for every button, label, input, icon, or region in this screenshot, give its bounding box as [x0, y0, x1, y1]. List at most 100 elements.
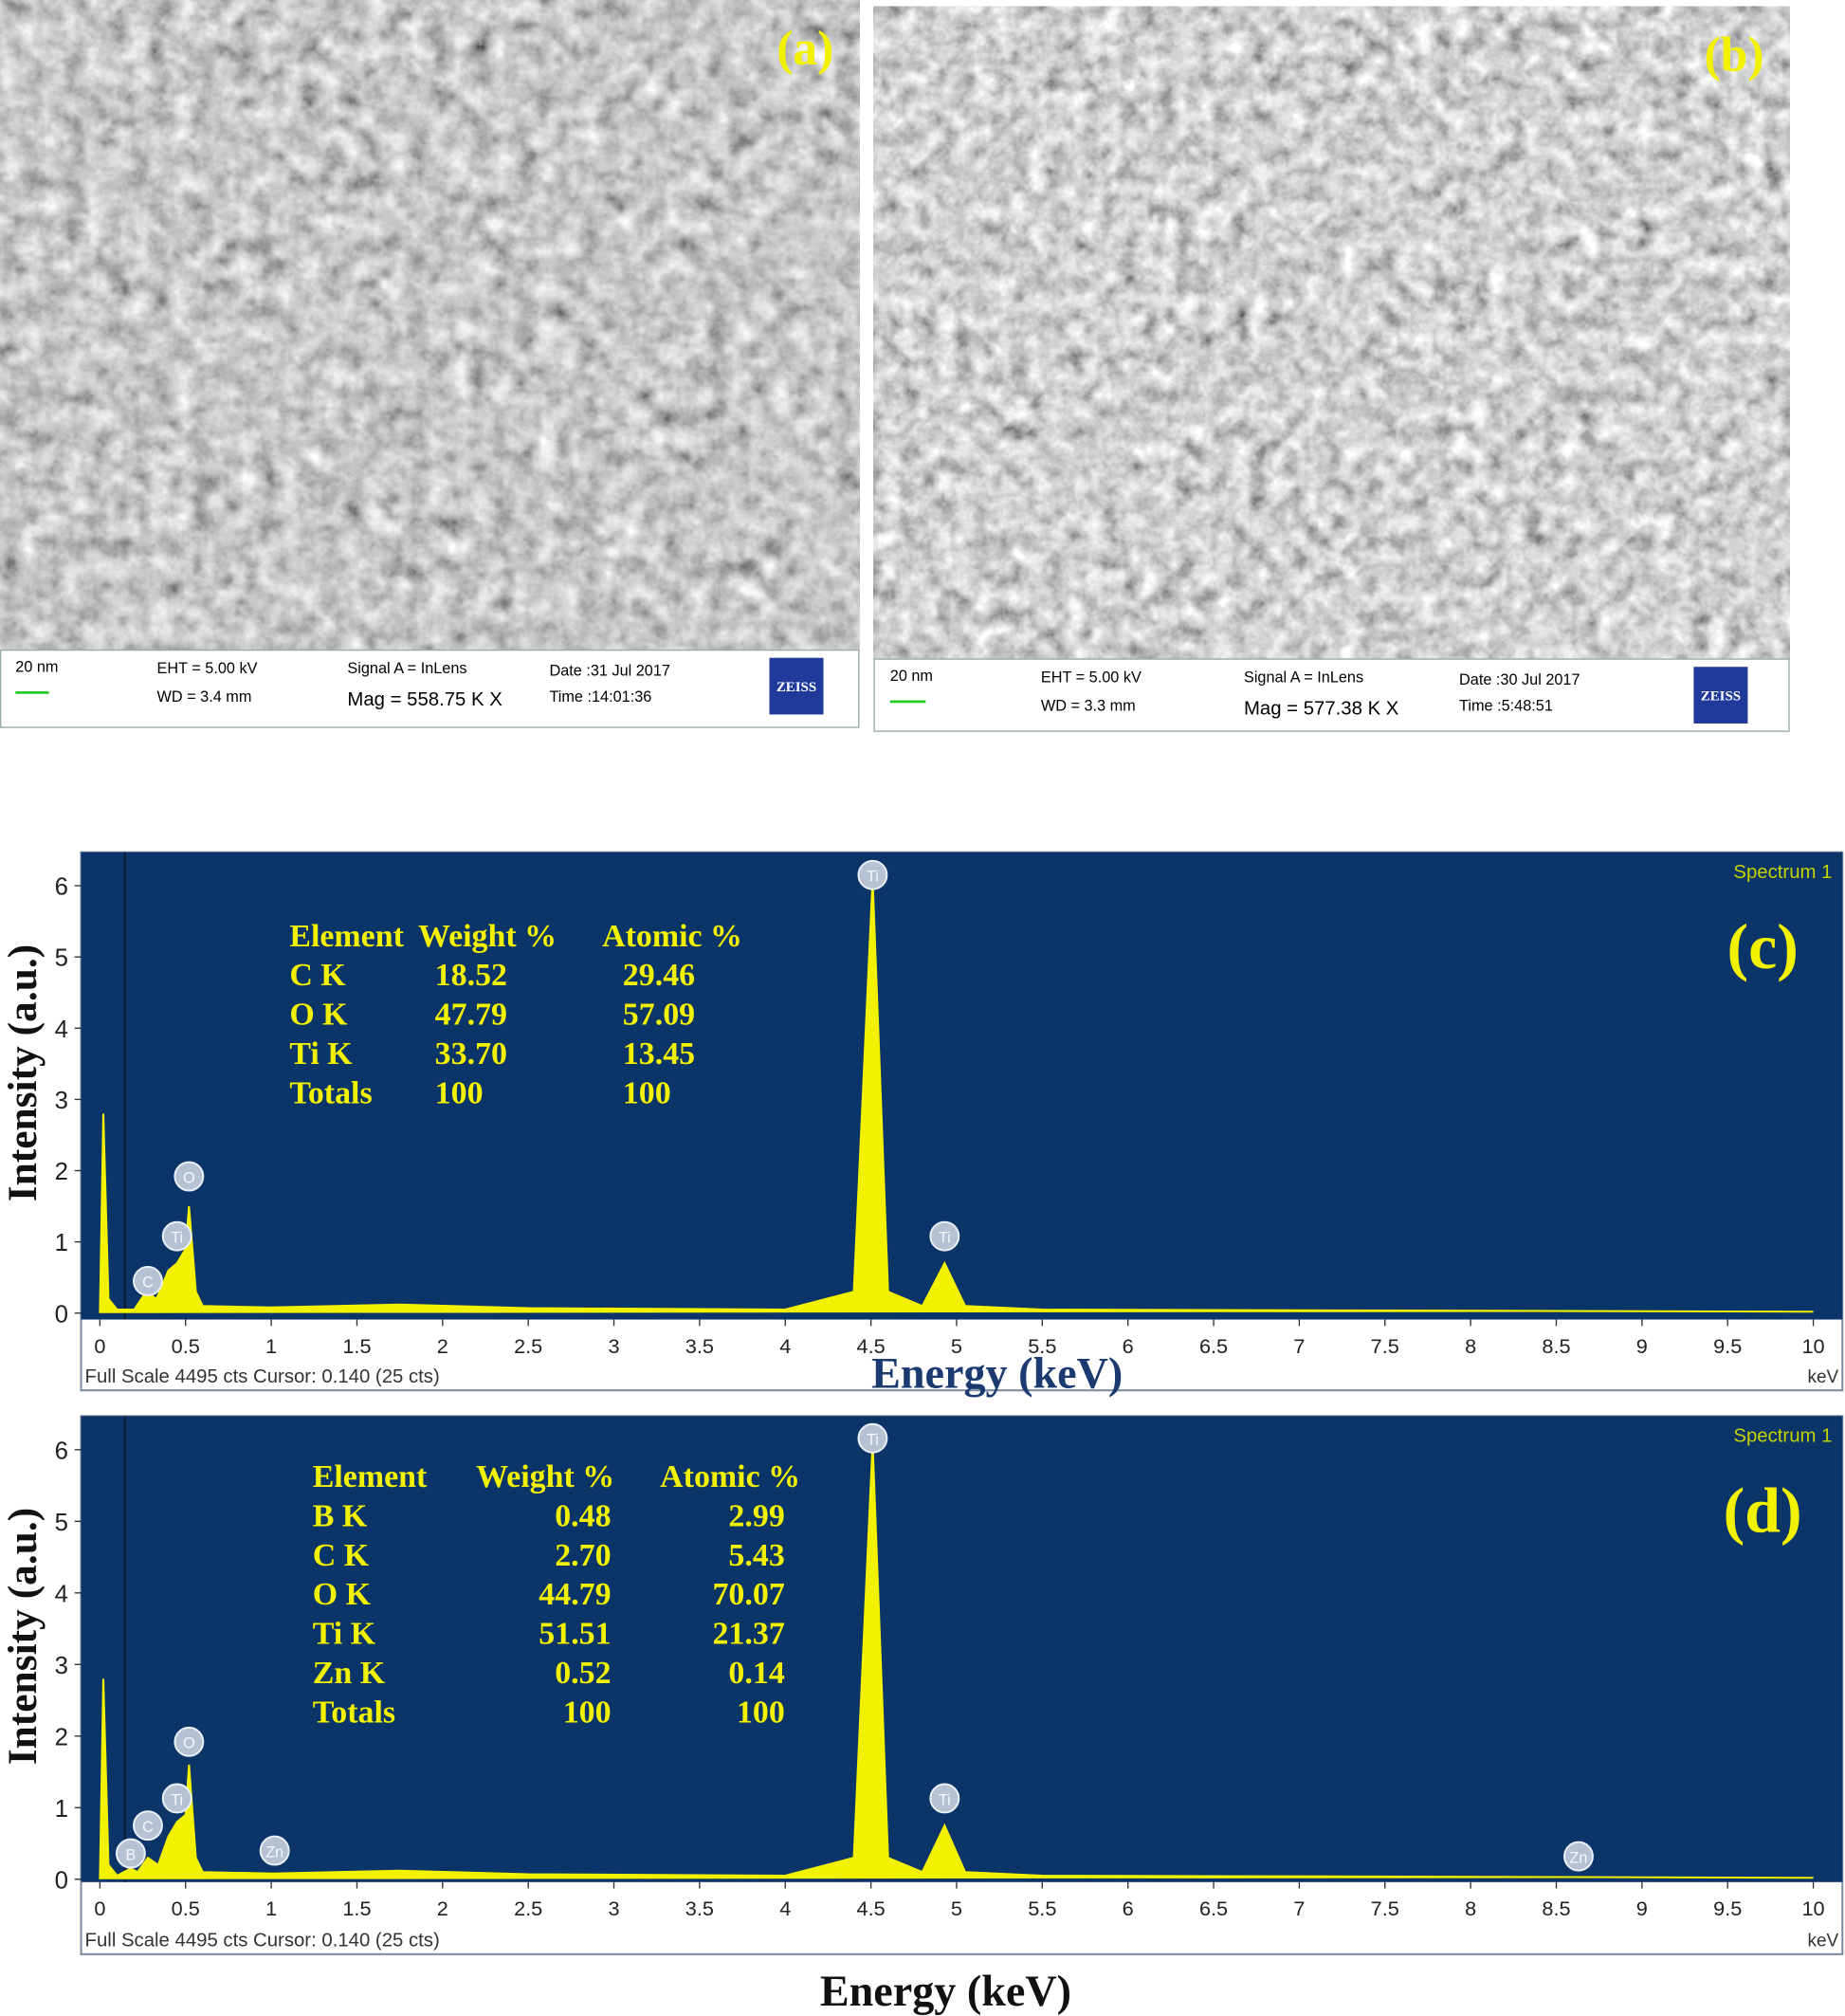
x-tick-label: 2 — [437, 1897, 448, 1920]
peak-marker — [115, 1838, 146, 1869]
table-cell: B K — [313, 1498, 368, 1533]
panel-label: (a) — [776, 22, 833, 76]
peak-label: Ti — [939, 1229, 951, 1246]
table-cell: O K — [313, 1577, 372, 1612]
table-cell: 51.51 — [539, 1617, 611, 1652]
y-tick-label: 2 — [55, 1724, 68, 1750]
x-tick-label: 5.5 — [1028, 1334, 1056, 1358]
x-tick-label: 4.5 — [857, 1334, 886, 1358]
x-tick-label: 1 — [265, 1334, 277, 1358]
table-cell: 29.46 — [623, 958, 695, 993]
table-cell: 47.79 — [435, 998, 507, 1033]
x-tick-label: 2.5 — [514, 1334, 542, 1358]
signal: Signal A = InLens — [347, 660, 466, 677]
x-tick-label: 9.5 — [1713, 1334, 1742, 1358]
x-tick-label: 2 — [437, 1334, 448, 1358]
spectrum — [99, 1442, 1814, 1879]
table-header: Weight % — [476, 1459, 614, 1494]
eht: EHT = 5.00 kV — [1041, 669, 1142, 687]
x-tick-label: 6.5 — [1199, 1897, 1228, 1920]
peak-marker — [133, 1266, 163, 1296]
panel-label: (c) — [1726, 911, 1798, 982]
spectrum — [99, 878, 1814, 1313]
table-cell: 100 — [435, 1075, 484, 1110]
peak-marker — [929, 1220, 960, 1252]
x-tick-label: 3 — [608, 1334, 619, 1358]
time: Time :14:01:36 — [549, 688, 651, 706]
table-cell: 2.99 — [728, 1498, 784, 1533]
x-tick-label: 7 — [1293, 1334, 1305, 1358]
table-cell: 44.79 — [539, 1577, 611, 1612]
peak-label: Zn — [265, 1843, 283, 1860]
x-tick-label: 10 — [1801, 1334, 1824, 1358]
table-cell: 0.48 — [555, 1498, 611, 1533]
x-tick-label: 8.5 — [1542, 1334, 1570, 1358]
table-header: Atomic % — [660, 1459, 800, 1494]
sem-image — [0, 0, 860, 651]
info-bar — [873, 658, 1790, 732]
y-tick-label: 3 — [55, 1088, 68, 1114]
x-tick-label: 1.5 — [342, 1334, 371, 1358]
date: Date :31 Jul 2017 — [549, 663, 669, 680]
x-tick-label: 7.5 — [1371, 1897, 1399, 1920]
peak-label: Ti — [171, 1791, 183, 1808]
x-tick-label: 7 — [1293, 1897, 1305, 1920]
peak-label: O — [183, 1169, 195, 1186]
table-cell: O K — [289, 998, 348, 1033]
x-tick-label: 5 — [951, 1334, 962, 1358]
sem-image — [873, 6, 1790, 660]
peak-marker — [857, 1422, 888, 1454]
x-tick-label: 8.5 — [1542, 1897, 1570, 1920]
x-tick-label: 4.5 — [857, 1897, 886, 1920]
table-cell: Totals — [313, 1695, 395, 1730]
x-axis-title: Energy (keV) — [871, 1348, 1123, 1397]
scale-bar-label: 20 nm — [15, 659, 58, 676]
spectrum-label: Spectrum 1 — [1733, 1426, 1832, 1447]
x-tick-label: 3.5 — [685, 1897, 714, 1920]
x-tick-label: 6.5 — [1199, 1334, 1228, 1358]
mag: Mag = 577.38 K X — [1244, 698, 1399, 719]
footer: Full Scale 4495 cts Cursor: 0.140 (25 ct… — [85, 1931, 440, 1952]
x-unit: keV — [1807, 1932, 1838, 1952]
x-tick-label: 7.5 — [1371, 1334, 1399, 1358]
y-tick-label: 6 — [55, 1438, 68, 1464]
x-axis-title: Energy (keV) — [820, 1967, 1071, 2015]
panel-label: (b) — [1704, 28, 1763, 82]
table-cell: 100 — [623, 1075, 671, 1110]
table-cell: 2.70 — [555, 1538, 611, 1573]
y-tick-label: 2 — [55, 1159, 68, 1185]
y-axis-title: Intensity (a.u.) — [0, 1508, 46, 1765]
peak-label: O — [183, 1735, 195, 1752]
peak-label: C — [142, 1819, 154, 1836]
info-bar — [0, 649, 860, 728]
spectrum-label: Spectrum 1 — [1733, 862, 1832, 883]
y-axis-title: Intensity (a.u.) — [0, 944, 46, 1201]
wd: WD = 3.3 mm — [1041, 697, 1136, 714]
y-tick-label: 5 — [55, 1510, 68, 1536]
peak-label: C — [142, 1274, 154, 1292]
peak-label: Ti — [867, 869, 879, 886]
table-cell: 5.43 — [728, 1538, 784, 1573]
table-cell: Zn K — [313, 1656, 386, 1691]
y-tick-label: 4 — [55, 1017, 68, 1043]
y-tick-label: 1 — [55, 1796, 68, 1823]
logo-box — [769, 657, 824, 715]
peak-marker — [174, 1726, 205, 1757]
table-cell: 57.09 — [623, 998, 695, 1033]
x-tick-label: 8 — [1465, 1897, 1476, 1920]
peak-marker — [161, 1220, 192, 1252]
x-tick-label: 9 — [1636, 1334, 1648, 1358]
peak-marker — [929, 1783, 960, 1814]
peak-marker — [259, 1835, 290, 1866]
table-cell: Ti K — [289, 1036, 353, 1072]
logo: ZEISS — [1701, 689, 1741, 705]
table-cell: C K — [313, 1538, 370, 1573]
table-cell: Ti K — [313, 1617, 376, 1652]
x-tick-label: 4 — [779, 1334, 791, 1358]
peak-marker — [133, 1810, 163, 1842]
eht: EHT = 5.00 kV — [157, 660, 258, 677]
x-tick-label: 10 — [1801, 1897, 1824, 1920]
x-tick-label: 2.5 — [514, 1897, 542, 1920]
x-tick-label: 0.5 — [172, 1334, 200, 1358]
